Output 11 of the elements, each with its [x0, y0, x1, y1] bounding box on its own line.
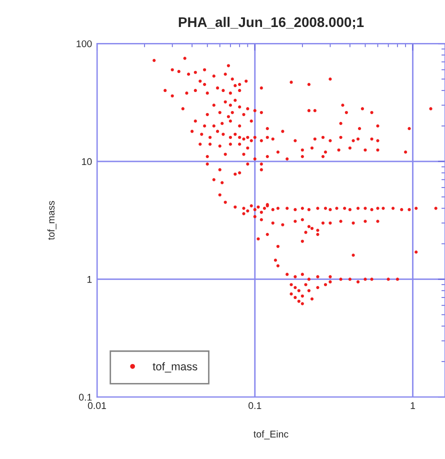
legend-label: tof_mass	[152, 362, 198, 372]
y-axis-title: tof_mass	[47, 200, 56, 240]
y-tick-label: 0.1	[79, 394, 92, 401]
y-tick-label: 100	[76, 40, 92, 48]
chart-title: PHA_all_Jun_16_2008.000;1	[178, 16, 364, 30]
x-tick-label: 0.01	[88, 402, 106, 410]
y-tick-label: 1	[87, 276, 92, 283]
x-axis-title: tof_Einc	[254, 430, 288, 440]
x-tick-label: 0.1	[248, 402, 262, 410]
y-tick-label: 10	[82, 158, 92, 166]
x-tick-label: 1	[410, 402, 415, 409]
